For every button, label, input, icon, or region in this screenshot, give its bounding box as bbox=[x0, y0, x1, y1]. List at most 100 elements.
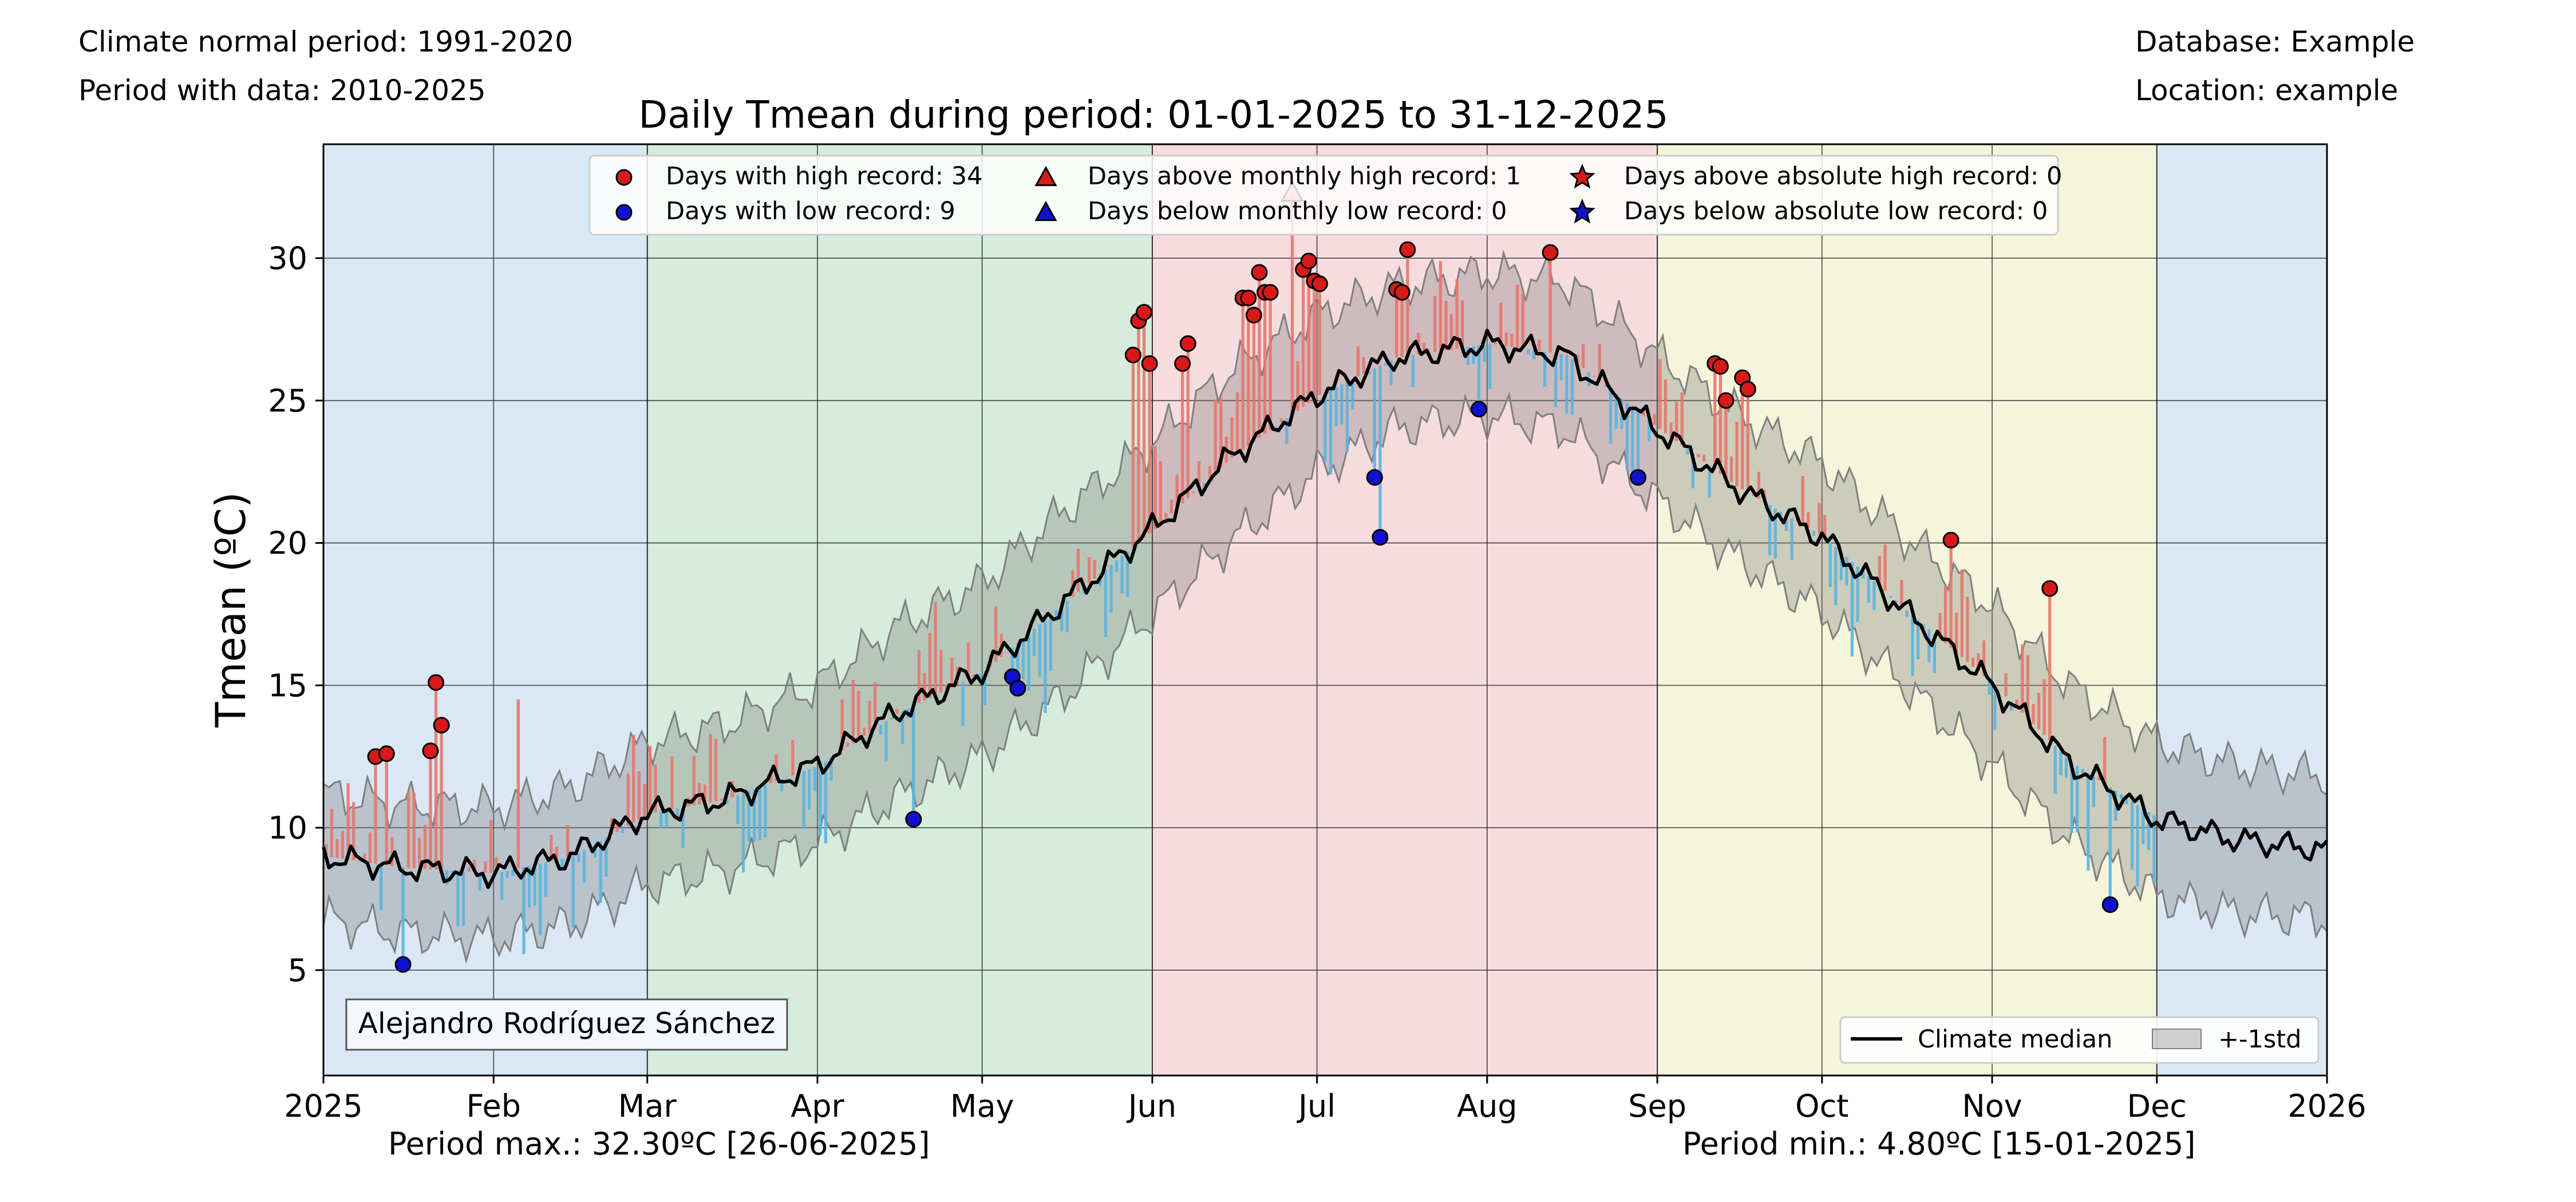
daily-bar bbox=[692, 756, 696, 806]
daily-bar bbox=[1252, 315, 1255, 442]
low-record-marker bbox=[394, 956, 412, 973]
daily-bar bbox=[780, 779, 784, 792]
daily-bar bbox=[928, 632, 932, 698]
daily-bar bbox=[769, 772, 773, 784]
daily-bar bbox=[945, 685, 948, 690]
daily-bar bbox=[1302, 269, 1305, 407]
daily-bar bbox=[1532, 350, 1536, 360]
x-tick-label: Feb bbox=[466, 1088, 521, 1124]
daily-bar bbox=[2152, 815, 2156, 883]
daily-bar bbox=[824, 761, 828, 844]
daily-bar bbox=[1527, 349, 1530, 355]
daily-bar bbox=[1109, 564, 1113, 613]
daily-bar bbox=[1515, 284, 1519, 348]
legend-monthly-low: Days below monthly low record: 0 bbox=[1088, 197, 1507, 226]
daily-bar bbox=[1538, 339, 1541, 351]
daily-bar bbox=[736, 795, 740, 824]
daily-bar bbox=[654, 764, 657, 813]
daily-bar bbox=[1247, 298, 1250, 446]
daily-bar bbox=[675, 808, 679, 821]
daily-bar bbox=[1669, 422, 1673, 437]
daily-bar bbox=[1922, 624, 1925, 630]
daily-bar bbox=[829, 757, 833, 781]
daily-bar bbox=[1148, 363, 1151, 533]
daily-bar bbox=[1582, 344, 1585, 369]
daily-bar bbox=[1960, 569, 1963, 658]
season-summer bbox=[1152, 144, 1658, 1076]
y-tick-label: 5 bbox=[288, 952, 307, 989]
daily-bar bbox=[1878, 555, 1882, 586]
daily-bar bbox=[1186, 343, 1190, 499]
daily-bar bbox=[775, 754, 778, 781]
daily-bar bbox=[1219, 397, 1223, 468]
daily-bar bbox=[1784, 515, 1788, 531]
daily-bar bbox=[2125, 797, 2128, 804]
daily-bar bbox=[819, 765, 822, 836]
y-tick-label: 30 bbox=[268, 240, 307, 276]
daily-bar bbox=[1076, 548, 1080, 592]
daily-bar bbox=[709, 733, 712, 802]
high-record-marker bbox=[1136, 304, 1153, 321]
y-tick-label: 10 bbox=[268, 810, 307, 846]
daily-bar bbox=[1411, 355, 1415, 388]
low-record-marker bbox=[1470, 401, 1487, 418]
grid-lines bbox=[323, 144, 2328, 1076]
daily-bar bbox=[1351, 379, 1354, 409]
daily-bar bbox=[516, 699, 520, 869]
daily-bar bbox=[2136, 805, 2139, 887]
x-tick-label: 2026 bbox=[2287, 1088, 2366, 1124]
x-tick-label: Mar bbox=[618, 1088, 677, 1124]
daily-bar bbox=[495, 857, 498, 873]
daily-bar bbox=[412, 793, 416, 868]
daily-bar bbox=[1241, 298, 1244, 450]
legend-star-swatch bbox=[1569, 199, 1595, 224]
daily-bar bbox=[983, 671, 987, 705]
daily-bar bbox=[577, 853, 580, 862]
high-record-marker bbox=[1739, 381, 1756, 398]
location-label: Location: example bbox=[2135, 74, 2398, 107]
daily-bar bbox=[1900, 579, 1903, 606]
daily-bar bbox=[1993, 685, 1997, 730]
legend-top-markers bbox=[615, 164, 1595, 224]
low-record-marker bbox=[1630, 469, 1647, 486]
daily-bar bbox=[2147, 812, 2150, 850]
daily-bar bbox=[1642, 412, 1645, 416]
daily-bar bbox=[560, 859, 564, 868]
daily-bar bbox=[2076, 765, 2079, 833]
daily-bar bbox=[1444, 300, 1448, 350]
daily-bar bbox=[1818, 503, 1821, 535]
daily-bar bbox=[741, 793, 745, 873]
daily-bar bbox=[1757, 472, 1761, 499]
daily-bar bbox=[1982, 640, 1986, 676]
daily-bar bbox=[1916, 619, 1920, 659]
daily-bars bbox=[325, 192, 2156, 964]
high-record-marker bbox=[1179, 335, 1196, 352]
legend-triangle-swatch bbox=[1034, 200, 1057, 222]
daily-bar bbox=[1741, 377, 1744, 489]
legend-median-label: Climate median bbox=[1918, 1025, 2112, 1054]
daily-bar bbox=[550, 835, 553, 861]
daily-bar bbox=[401, 867, 405, 964]
daily-bar bbox=[2108, 787, 2112, 905]
daily-bar bbox=[1625, 402, 1629, 469]
record-markers bbox=[367, 180, 2119, 973]
daily-bar bbox=[1905, 610, 1909, 617]
daily-bar bbox=[1027, 634, 1030, 691]
daily-bar bbox=[2026, 655, 2030, 718]
daily-bar bbox=[1839, 552, 1843, 580]
high-record-marker bbox=[1240, 290, 1257, 307]
daily-bar bbox=[511, 869, 515, 876]
daily-bar bbox=[1455, 279, 1459, 349]
plot-frame bbox=[322, 143, 2328, 1077]
daily-bar bbox=[1988, 681, 1991, 695]
x-tick-label: Jul bbox=[1297, 1088, 1336, 1124]
daily-bar bbox=[950, 657, 954, 687]
daily-bar bbox=[380, 864, 383, 911]
daily-bar bbox=[1702, 454, 1706, 462]
daily-bar bbox=[1872, 581, 1876, 610]
daily-bar bbox=[500, 872, 504, 900]
daily-bar bbox=[605, 837, 608, 877]
daily-bar bbox=[1373, 368, 1376, 478]
daily-bar bbox=[1131, 355, 1135, 547]
